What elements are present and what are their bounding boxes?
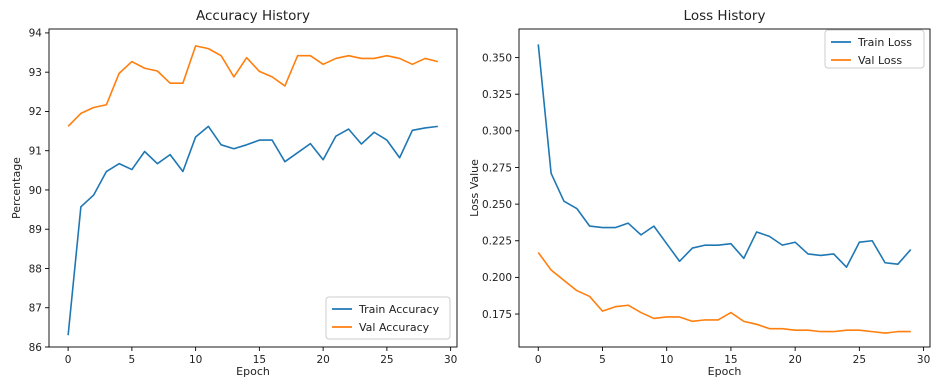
loss-x-tick-label: 30 bbox=[917, 354, 930, 366]
loss-x-tick-label: 5 bbox=[599, 354, 606, 366]
loss-legend-label-val: Val Loss bbox=[858, 54, 902, 67]
loss-legend-box bbox=[824, 29, 925, 69]
accuracy-series-train-line bbox=[67, 125, 438, 336]
accuracy-y-axis-label: Percentage bbox=[10, 157, 23, 219]
loss-x-axis-label: Epoch bbox=[708, 365, 742, 378]
accuracy-y-tick-label: 86 bbox=[29, 342, 43, 354]
accuracy-y-tick-label: 94 bbox=[29, 28, 43, 40]
accuracy-x-tick-label: 15 bbox=[253, 354, 266, 366]
loss-x-tick-label: 15 bbox=[724, 354, 737, 366]
loss-y-tick-label: 0.350 bbox=[482, 52, 512, 64]
accuracy-legend-box bbox=[325, 296, 451, 340]
accuracy-x-tick-label: 5 bbox=[129, 354, 136, 366]
loss-series-val-line bbox=[537, 252, 911, 334]
loss-y-tick-label: 0.175 bbox=[482, 309, 512, 321]
loss-series-train-line bbox=[537, 44, 912, 268]
accuracy-x-tick-label: 30 bbox=[444, 354, 457, 366]
accuracy-x-tick-label: 25 bbox=[380, 354, 393, 366]
loss-y-tick-label: 0.275 bbox=[482, 162, 512, 174]
loss-y-tick-label: 0.200 bbox=[482, 272, 512, 284]
accuracy-y-tick-label: 93 bbox=[29, 67, 42, 79]
loss-chart: 0 5 10 15 20 25 30 0.175 0.200 0.225 0.250 0.275 0.3… bbox=[468, 8, 931, 378]
loss-y-tick-label: 0.250 bbox=[482, 199, 512, 211]
accuracy-y-tick-label: 88 bbox=[29, 263, 42, 275]
loss-y-axis-label: Loss Value bbox=[468, 159, 481, 217]
loss-chart-title: Loss History bbox=[684, 8, 766, 24]
accuracy-x-axis-label: Epoch bbox=[236, 365, 270, 378]
accuracy-y-tick-label: 87 bbox=[29, 303, 42, 315]
accuracy-x-tick-label: 0 bbox=[65, 354, 72, 366]
accuracy-axes-frame bbox=[48, 28, 458, 348]
accuracy-x-tick-label: 20 bbox=[316, 354, 329, 366]
accuracy-chart-title: Accuracy History bbox=[196, 8, 310, 24]
accuracy-legend-label-val: Val Accuracy bbox=[359, 321, 430, 334]
loss-x-tick-label: 0 bbox=[535, 354, 542, 366]
accuracy-series-val-line bbox=[67, 45, 439, 127]
accuracy-x-tick-label: 10 bbox=[189, 354, 202, 366]
accuracy-y-tick-label: 92 bbox=[29, 106, 42, 118]
loss-y-tick-label: 0.325 bbox=[482, 89, 512, 101]
accuracy-legend-label-train: Train Accuracy bbox=[358, 303, 440, 316]
accuracy-y-tick-label: 89 bbox=[29, 224, 42, 236]
loss-y-tick-label: 0.300 bbox=[482, 126, 512, 138]
loss-x-tick-label: 10 bbox=[660, 354, 673, 366]
loss-y-tick-label: 0.225 bbox=[482, 236, 512, 248]
loss-x-tick-label: 20 bbox=[788, 354, 801, 366]
loss-axes-frame bbox=[518, 28, 931, 348]
loss-x-tick-label: 25 bbox=[853, 354, 866, 366]
loss-legend-label-train: Train Loss bbox=[857, 36, 912, 49]
accuracy-y-tick-label: 90 bbox=[29, 185, 42, 197]
accuracy-chart: 0 5 10 15 20 25 30 86 87 88 89 90 91 92 93 94 Accuracy H… bbox=[10, 8, 458, 378]
accuracy-y-tick-label: 91 bbox=[29, 146, 42, 158]
